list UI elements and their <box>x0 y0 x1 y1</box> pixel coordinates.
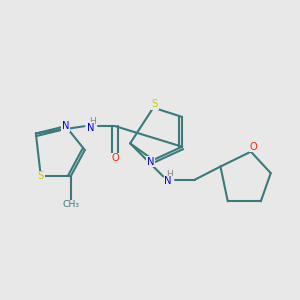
Text: N: N <box>147 157 154 166</box>
Text: N: N <box>164 176 172 186</box>
Text: O: O <box>250 142 257 152</box>
Text: S: S <box>152 99 158 109</box>
Text: N: N <box>62 121 69 131</box>
Text: N: N <box>87 123 94 133</box>
Text: S: S <box>38 172 44 182</box>
Text: O: O <box>111 153 119 163</box>
Text: CH₃: CH₃ <box>62 200 79 209</box>
Text: H: H <box>89 117 95 126</box>
Text: H: H <box>167 170 173 179</box>
